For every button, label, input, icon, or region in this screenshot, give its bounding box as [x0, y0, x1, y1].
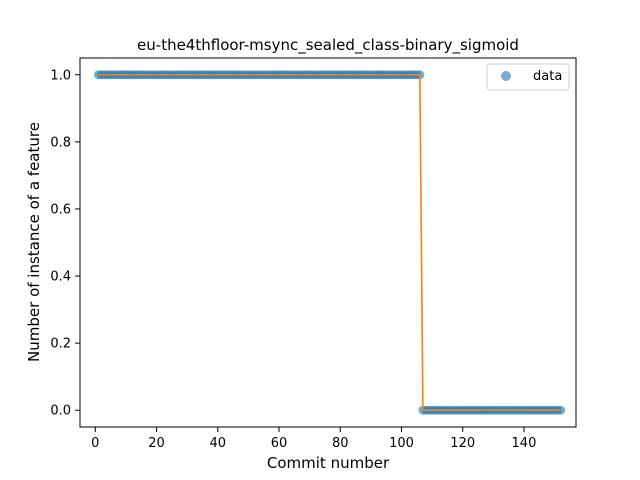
x-tick-label: 100 [389, 436, 414, 451]
x-tick-label: 20 [148, 436, 165, 451]
series-line [98, 73, 561, 412]
x-axis-label: Commit number [267, 454, 390, 472]
chart-title: eu-the4thfloor-msync_sealed_class-binary… [137, 36, 519, 55]
x-tick-label: 140 [512, 436, 537, 451]
x-tick-label: 60 [271, 436, 288, 451]
x-tick-label: 0 [91, 436, 99, 451]
plot-frame [79, 57, 577, 428]
y-tick-label: 0.8 [50, 135, 71, 150]
y-tick-label: 0.6 [50, 202, 71, 217]
axis-ticks: 0 20 40 60 80 100 120 140 0.0 0.2 0.4 0.6 0.8 1.0 [50, 68, 536, 451]
y-tick-label: 0.4 [50, 270, 71, 285]
y-tick-label: 0.0 [50, 404, 71, 419]
legend-box [486, 63, 570, 91]
legend-marker [501, 71, 511, 81]
fit-line-layer [98, 73, 561, 412]
x-tick-label: 40 [210, 436, 227, 451]
y-axis-label: Number of instance of a feature [25, 122, 43, 362]
x-tick-label: 80 [332, 436, 349, 451]
plot-area: 0 20 40 60 80 100 120 140 0.0 0.2 0.4 0.6 0.8 1.0 [50, 57, 577, 451]
y-tick-label: 1.0 [50, 68, 71, 83]
legend: data [486, 63, 570, 91]
legend-label-data: data [533, 69, 562, 84]
y-tick-label: 0.2 [50, 337, 71, 352]
x-tick-label: 120 [450, 436, 475, 451]
